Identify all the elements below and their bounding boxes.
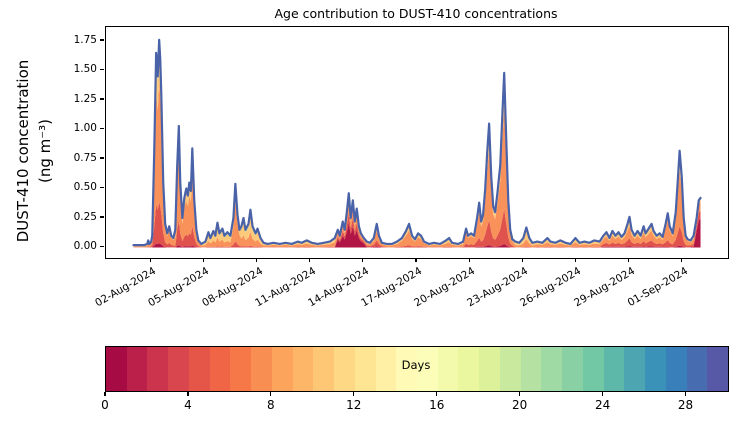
- colorbar-segment: [230, 347, 252, 391]
- colorbar-tick: [519, 392, 521, 396]
- x-tick: [149, 258, 151, 262]
- y-tick-label: 1.00: [73, 122, 97, 135]
- colorbar-segment: [375, 347, 397, 391]
- colorbar-segment: [126, 347, 148, 391]
- age-band-area-2-6days: [133, 201, 701, 248]
- y-tick: [100, 39, 104, 41]
- x-tick: [362, 258, 364, 262]
- colorbar-segment: [188, 347, 210, 391]
- colorbar-segment: [665, 347, 687, 391]
- colorbar-segment: [147, 347, 169, 391]
- plot-svg: [132, 38, 702, 248]
- y-tick: [100, 157, 104, 159]
- x-tick: [681, 258, 683, 262]
- x-tick: [202, 258, 204, 262]
- colorbar-segment: [106, 347, 127, 391]
- colorbar-segment: [541, 347, 563, 391]
- colorbar-tick-label: 12: [346, 398, 362, 412]
- y-tick-label: 1.50: [73, 63, 97, 76]
- colorbar-tick-label: 0: [101, 398, 109, 412]
- colorbar-segment: [624, 347, 646, 391]
- x-tick: [521, 258, 523, 262]
- colorbar-segment: [603, 347, 625, 391]
- colorbar-segment: [354, 347, 376, 391]
- colorbar-tick-label: 4: [184, 398, 192, 412]
- colorbar-segment: [251, 347, 272, 391]
- colorbar-tick-label: 16: [429, 398, 445, 412]
- y-tick: [100, 127, 104, 130]
- colorbar-segment: [417, 347, 438, 391]
- x-tick: [574, 258, 577, 262]
- colorbar-tick-label: 24: [594, 398, 611, 412]
- y-tick-label: 1.25: [73, 92, 97, 105]
- colorbar: [105, 346, 729, 392]
- x-tick: [468, 258, 470, 262]
- colorbar-tick: [602, 392, 604, 396]
- colorbar-tick-label: 28: [677, 398, 694, 412]
- x-tick: [415, 258, 417, 262]
- colorbar-tick: [187, 392, 189, 396]
- colorbar-segment: [707, 347, 729, 391]
- colorbar-segment: [334, 347, 355, 391]
- y-tick-label: 0.00: [73, 240, 97, 252]
- y-tick-label: 0.25: [73, 210, 97, 223]
- colorbar-segment: [168, 347, 189, 391]
- y-tick: [100, 216, 104, 218]
- x-tick: [309, 258, 311, 262]
- y-tick-label: 0.50: [73, 181, 97, 193]
- colorbar-tick: [270, 392, 272, 396]
- colorbar-segment: [686, 347, 708, 391]
- colorbar-segment: [313, 347, 335, 391]
- y-axis-label-line1: DUST-410 concentration: [14, 59, 32, 243]
- chart-title: Age contribution to DUST-410 concentrati…: [274, 6, 558, 21]
- colorbar-tick: [436, 392, 438, 396]
- colorbar-segment: [458, 347, 480, 391]
- y-tick: [100, 245, 104, 248]
- age-band-area-6-10days: [133, 81, 701, 248]
- colorbar-segment: [479, 347, 500, 391]
- y-tick: [100, 98, 104, 100]
- colorbar-segment: [271, 347, 293, 391]
- colorbar-segment: [582, 347, 604, 391]
- colorbar-segment: [645, 347, 666, 391]
- colorbar-tick-label: 8: [267, 398, 275, 412]
- colorbar-tick: [104, 392, 106, 396]
- y-tick-label: 0.75: [73, 151, 97, 164]
- x-tick: [255, 258, 258, 262]
- colorbar-segment: [520, 347, 542, 391]
- colorbar-segment: [396, 347, 418, 391]
- colorbar-segment: [209, 347, 231, 391]
- colorbar-segment: [562, 347, 583, 391]
- y-tick: [100, 68, 104, 71]
- colorbar-tick: [684, 392, 687, 396]
- y-tick: [100, 186, 104, 189]
- colorbar-tick-label: 20: [512, 398, 528, 412]
- plot-area: [105, 26, 729, 259]
- colorbar-segment: [437, 347, 459, 391]
- y-tick-label: 1.75: [73, 33, 97, 46]
- colorbar-segment: [499, 347, 521, 391]
- colorbar-tick: [353, 392, 355, 396]
- age-band-area-16-30days: [133, 39, 701, 246]
- x-tick: [628, 258, 630, 262]
- age-band-area-10-16days: [133, 46, 701, 247]
- total-concentration-line: [132, 38, 702, 247]
- colorbar-segment: [292, 347, 314, 391]
